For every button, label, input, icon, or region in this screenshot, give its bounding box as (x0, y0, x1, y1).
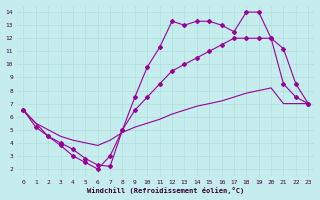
X-axis label: Windchill (Refroidissement éolien,°C): Windchill (Refroidissement éolien,°C) (87, 187, 244, 194)
